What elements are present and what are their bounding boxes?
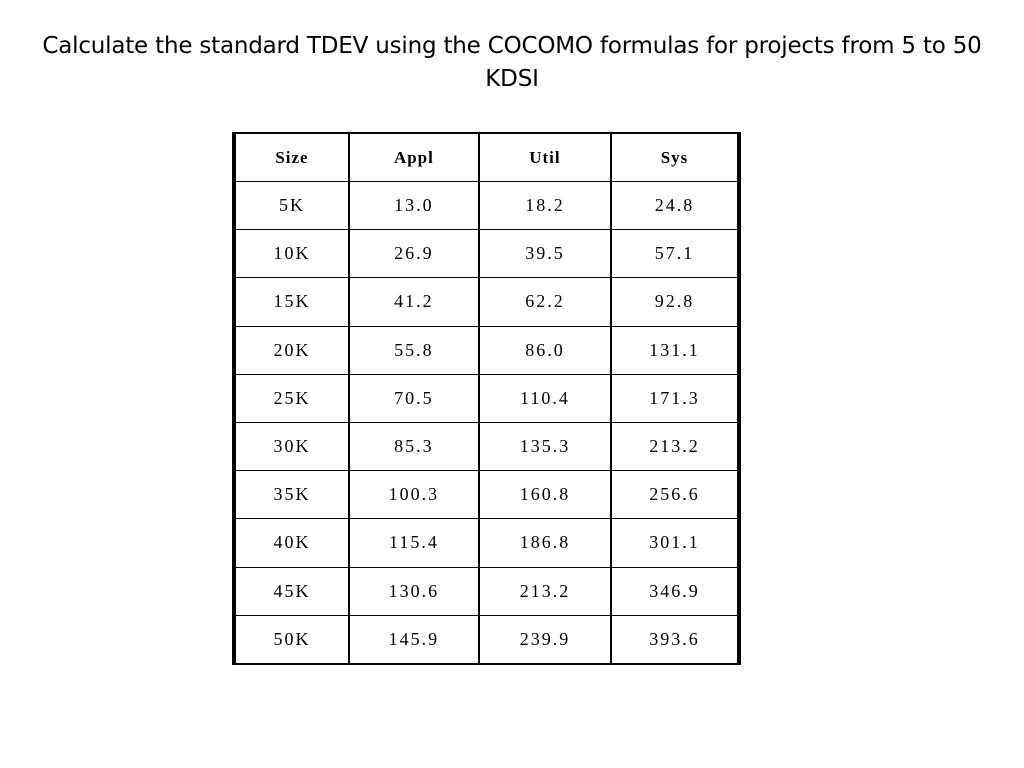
cell-size: 45K [233, 566, 350, 616]
cell-util: 160.8 [478, 470, 612, 520]
cell-sys: 346.9 [610, 566, 740, 616]
table-row: 25K 70.5 110.4 171.3 [233, 373, 740, 423]
cell-size: 35K [233, 470, 350, 520]
table-row: 10K 26.9 39.5 57.1 [233, 229, 740, 279]
cell-sys: 24.8 [610, 180, 740, 231]
table-row: 45K 130.6 213.2 346.9 [233, 566, 740, 616]
cell-appl: 55.8 [348, 325, 480, 375]
table-row: 50K 145.9 239.9 393.6 [233, 614, 740, 665]
cell-util: 186.8 [478, 518, 612, 568]
cell-appl: 115.4 [348, 518, 480, 568]
slide-title: Calculate the standard TDEV using the CO… [42, 33, 982, 92]
cell-appl: 100.3 [348, 470, 480, 520]
table-row: 5K 13.0 18.2 24.8 [233, 180, 740, 231]
cell-util: 239.9 [478, 614, 612, 665]
cell-appl: 26.9 [348, 229, 480, 279]
cell-util: 213.2 [478, 566, 612, 616]
table-row: 30K 85.3 135.3 213.2 [233, 421, 740, 472]
table-row: 35K 100.3 160.8 256.6 [233, 470, 740, 520]
cell-util: 86.0 [478, 325, 612, 375]
header-util: Util [478, 132, 612, 182]
table-row: 20K 55.8 86.0 131.1 [233, 325, 740, 375]
header-sys: Sys [610, 132, 740, 182]
cell-appl: 145.9 [348, 614, 480, 665]
cell-size: 40K [233, 518, 350, 568]
cell-sys: 393.6 [610, 614, 740, 665]
cell-sys: 171.3 [610, 373, 740, 423]
cell-util: 135.3 [478, 421, 612, 472]
cell-size: 10K [233, 229, 350, 279]
cell-size: 50K [233, 614, 350, 665]
cell-sys: 213.2 [610, 421, 740, 472]
cell-appl: 41.2 [348, 277, 480, 327]
cell-util: 18.2 [478, 180, 612, 231]
cell-appl: 13.0 [348, 180, 480, 231]
cell-size: 5K [233, 180, 350, 231]
cell-util: 110.4 [478, 373, 612, 423]
cell-appl: 85.3 [348, 421, 480, 472]
cell-sys: 301.1 [610, 518, 740, 568]
cell-size: 25K [233, 373, 350, 423]
table-header-row: Size Appl Util Sys [233, 132, 740, 182]
cell-sys: 256.6 [610, 470, 740, 520]
cell-size: 30K [233, 421, 350, 472]
cell-util: 62.2 [478, 277, 612, 327]
table-row: 40K 115.4 186.8 301.1 [233, 518, 740, 568]
header-size: Size [233, 132, 350, 182]
header-appl: Appl [348, 132, 480, 182]
cell-sys: 57.1 [610, 229, 740, 279]
tdev-table: Size Appl Util Sys 5K 13.0 18.2 24.8 10K… [232, 132, 741, 665]
cell-util: 39.5 [478, 229, 612, 279]
cell-sys: 131.1 [610, 325, 740, 375]
table-row: 15K 41.2 62.2 92.8 [233, 277, 740, 327]
cell-size: 20K [233, 325, 350, 375]
cell-sys: 92.8 [610, 277, 740, 327]
cell-appl: 130.6 [348, 566, 480, 616]
cell-appl: 70.5 [348, 373, 480, 423]
cell-size: 15K [233, 277, 350, 327]
table-container: Size Appl Util Sys 5K 13.0 18.2 24.8 10K… [232, 132, 741, 665]
